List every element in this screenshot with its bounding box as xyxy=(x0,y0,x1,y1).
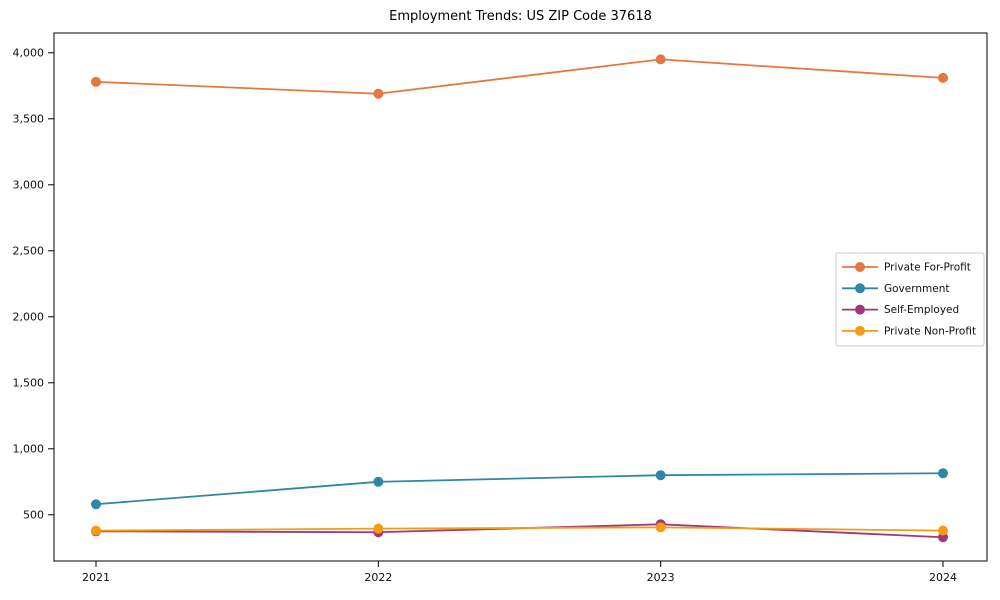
data-point-marker xyxy=(938,468,948,479)
data-point-marker xyxy=(938,525,948,536)
data-point-marker xyxy=(938,72,948,83)
legend-label: Private For-Profit xyxy=(884,262,971,274)
legend-marker xyxy=(855,283,865,294)
y-tick-label: 1,000 xyxy=(13,442,45,455)
y-tick-label: 3,500 xyxy=(13,112,45,125)
x-tick-label: 2023 xyxy=(647,571,675,584)
data-point-marker xyxy=(655,470,666,481)
y-tick-label: 4,000 xyxy=(13,46,45,59)
x-tick-label: 2024 xyxy=(929,571,957,584)
line-series xyxy=(95,472,944,506)
y-tick-label: 1,500 xyxy=(13,376,45,389)
y-tick-label: 2,000 xyxy=(13,310,45,323)
line-series xyxy=(95,523,944,539)
legend-label: Self-Employed xyxy=(884,304,959,316)
data-point-marker xyxy=(373,476,384,487)
legend-marker xyxy=(855,262,865,272)
plot-border xyxy=(53,32,988,562)
x-tick-label: 2022 xyxy=(364,571,392,584)
data-point-marker xyxy=(655,522,666,533)
legend-label: Private Non-Profit xyxy=(884,325,976,337)
data-point-marker xyxy=(91,525,101,536)
data-point-marker xyxy=(373,523,384,534)
chart-title: Employment Trends: US ZIP Code 37618 xyxy=(389,9,652,24)
data-point-marker xyxy=(373,88,384,99)
y-tick-label: 500 xyxy=(23,508,44,521)
y-tick-label: 3,000 xyxy=(13,178,45,191)
data-point-marker xyxy=(655,54,666,65)
line-series xyxy=(95,58,944,95)
line-series xyxy=(95,526,944,532)
y-tick-label: 2,500 xyxy=(13,244,45,257)
legend-label: Government xyxy=(884,283,949,295)
legend-box xyxy=(835,252,985,347)
data-point-marker xyxy=(91,499,101,510)
legend-marker xyxy=(855,325,865,336)
legend-marker xyxy=(855,304,865,315)
data-point-marker xyxy=(91,76,101,87)
x-tick-label: 2021 xyxy=(82,571,110,584)
